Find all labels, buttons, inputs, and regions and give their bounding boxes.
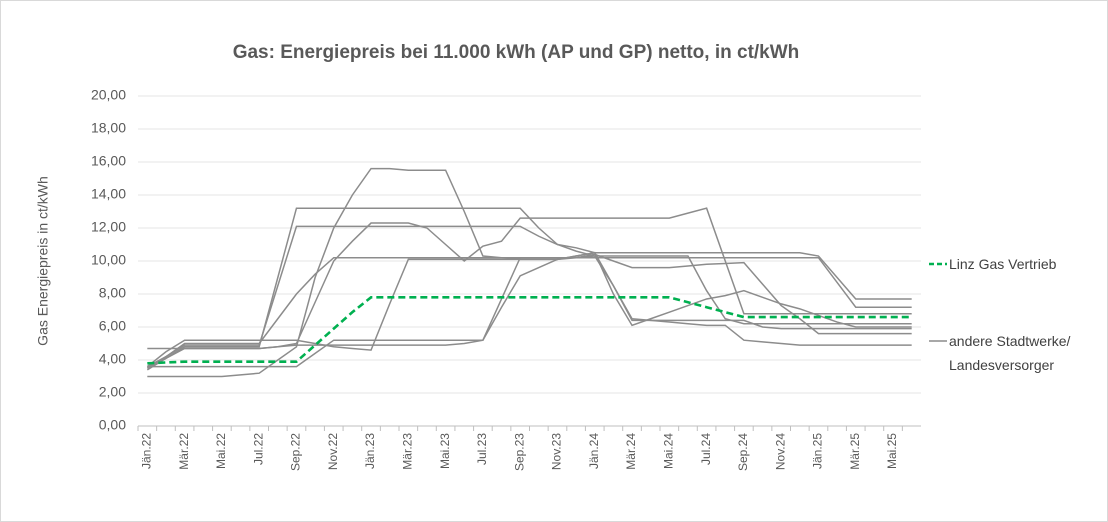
x-tick-label: Nov.22 [326,433,340,470]
y-tick-label: 16,00 [91,153,126,169]
x-tick-label: Sep.23 [512,433,526,471]
x-tick-label: Mär.25 [848,433,862,470]
y-tick-label: 0,00 [99,417,126,433]
x-tick-label: Jän.24 [587,433,601,469]
series-line [147,251,912,368]
y-tick-label: 6,00 [99,318,126,334]
x-tick-label: Jul.24 [699,433,713,465]
y-axis-label: Gas Energiepreis in ct/kWh [35,176,51,346]
y-tick-label: 4,00 [99,351,126,367]
x-tick-label: Mai.23 [438,433,452,469]
x-tick-label: Sep.24 [736,433,750,471]
x-tick-label: Mär.22 [177,433,191,470]
x-tick-label: Jul.23 [475,433,489,465]
x-tick-label: Mär.24 [624,433,638,470]
x-tick-label: Mär.23 [400,433,414,470]
series-line [147,296,912,365]
series-line [146,225,912,368]
x-tick-label: Mai.25 [885,433,899,469]
x-tick-label: Mai.22 [214,433,228,469]
x-tick-label: Sep.22 [289,433,303,471]
x-tick-label: Jän.22 [139,433,153,469]
x-tick-label: Jän.25 [811,433,825,469]
legend-label: andere Stadtwerke/ Landesversorger [949,333,1071,373]
y-tick-label: 8,00 [99,285,126,301]
chart-title: Gas: Energiepreis bei 11.000 kWh (AP und… [233,42,800,63]
legend-label: Linz Gas Vertrieb [949,256,1057,272]
y-tick-label: 2,00 [99,384,126,400]
y-tick-label: 20,00 [91,87,126,103]
x-tick-label: Mai.24 [661,433,675,469]
x-tick-label: Nov.23 [550,433,564,470]
y-tick-label: 14,00 [91,186,126,202]
series-line [146,207,912,369]
series-line [146,251,912,368]
x-tick-label: Jul.22 [251,433,265,465]
x-tick-label: Nov.24 [773,433,787,470]
x-tick-label: Jän.23 [363,433,377,469]
y-tick-label: 18,00 [91,120,126,136]
series-line [146,256,912,369]
y-tick-label: 10,00 [91,252,126,268]
y-tick-label: 12,00 [91,219,126,235]
